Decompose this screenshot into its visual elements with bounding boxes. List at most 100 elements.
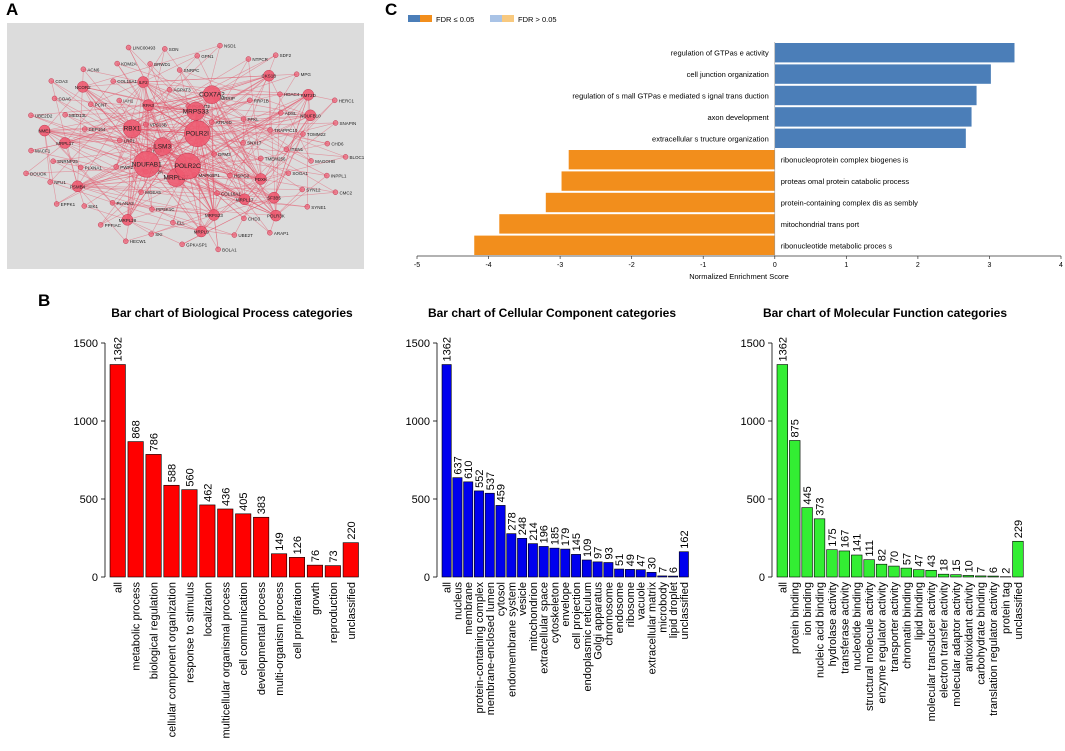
bar [1012,540,1024,578]
network-node-label: HECW1 [130,239,147,244]
bar [657,575,668,578]
network-node [342,154,349,160]
bar [987,575,999,578]
network-edge [142,81,303,190]
bar-value-label: 7 [657,567,669,573]
network-node-label: POLR2C [175,163,201,170]
gsea-tick-label: -2 [629,262,635,269]
network-node-label: ILF2 [139,80,149,85]
network-node [293,71,300,77]
network-edge [64,142,215,216]
x-tick-label: vesicle [517,582,529,616]
network-edge [143,81,327,176]
network-node [81,203,88,209]
x-tick-label: protein binding [790,582,802,654]
network-node [137,76,149,88]
x-tick-label: response to stimulus [184,582,196,683]
network-node [166,86,173,93]
bar-value-label: 126 [292,536,304,554]
network-node-label: VPS13B [150,123,167,128]
network-edge [211,54,276,95]
gsea-bar-label: extracellular s tructure organization [652,134,769,143]
biological-process-chart: Bar chart of Biological Process categori… [74,306,359,739]
bar-value-label: 145 [571,533,583,551]
network-node [123,238,129,244]
gsea-tick-label: 0 [773,262,777,269]
y-tick-label: 1500 [74,338,98,350]
network-node [59,137,71,149]
x-tick-label: metabolic process [131,582,143,671]
bar [668,575,679,578]
network-node-label: PFKL [248,117,260,122]
network-graph: DPM3HAX1ATRAIDMAPKBP1VPS13BSNX17DIP2APOF… [23,42,364,252]
bar [863,559,875,578]
bar [560,548,571,578]
bar-value-label: 786 [149,433,161,451]
network-node [116,97,123,104]
bar-value-label: 462 [202,484,214,502]
network-node-label: NME1 [38,129,51,134]
network-node-label: MRPL28 [119,218,137,223]
network-edge [100,75,270,226]
x-tick-label: antioxidant activity [963,582,975,672]
y-tick-label: 1500 [406,338,430,350]
bar-value-label: 185 [549,527,561,545]
network-node-label: SNRNP25 [57,159,78,164]
network-node-label: MRPL9 [194,229,210,234]
network-edge [131,128,262,180]
network-node [176,67,183,73]
gsea-bar [499,214,775,234]
x-tick-label: growth [310,582,322,615]
x-tick-label: transporter activity [889,582,901,672]
network-edge [211,94,246,200]
network-edge [82,86,147,165]
network-node [246,97,253,104]
network-node-label: MED13L [69,113,87,118]
network-node-label: NTPCR [252,57,268,62]
gsea-bar-label: protein-containing complex dis as sembly [781,199,918,208]
bar-value-label: 1362 [113,337,125,361]
network-edge [143,55,198,83]
network-edge [201,178,262,232]
network-edge [77,48,166,187]
bar-value-label: 167 [839,530,851,548]
network-node [48,78,55,84]
network-node [50,158,56,164]
network-edge [211,94,287,150]
network-node [38,124,51,137]
network-node [133,151,160,178]
x-tick-label: ion binding [802,582,814,635]
network-node-label: MRPS33 [183,108,209,115]
network-edge [213,55,276,216]
bar [506,533,517,578]
network-node [23,170,29,177]
network-node [202,85,222,104]
bar [776,364,788,578]
network-node-label: SYNE1 [311,205,326,210]
panel-label-b: B [38,291,51,310]
bar-value-label: 109 [582,539,594,557]
bar-value-label: 162 [679,530,691,548]
bar [592,561,603,578]
x-tick-label: transferase activity [839,582,851,674]
network-node [138,189,144,195]
network-node [194,53,200,59]
bar [217,508,234,578]
x-tick-label: cellular component organization [166,582,178,737]
network-edge [127,219,183,245]
network-edge [131,58,249,129]
bar-value-label: 2 [1001,568,1013,574]
gsea-bar-label: mitochondrial trans port [781,220,860,229]
x-tick-label: all [442,582,454,593]
network-edge [260,156,346,180]
network-edge [100,115,311,226]
x-tick-label: multicellular organismal process [220,582,232,739]
network-node-label: KMT2D [301,93,317,98]
network-node [28,112,34,119]
bar [913,569,925,578]
x-tick-label: extracellular space [539,582,551,674]
x-tick-label: unclassified [679,582,691,639]
bar-value-label: 278 [506,512,518,530]
network-node [268,191,280,204]
bar [826,549,838,578]
